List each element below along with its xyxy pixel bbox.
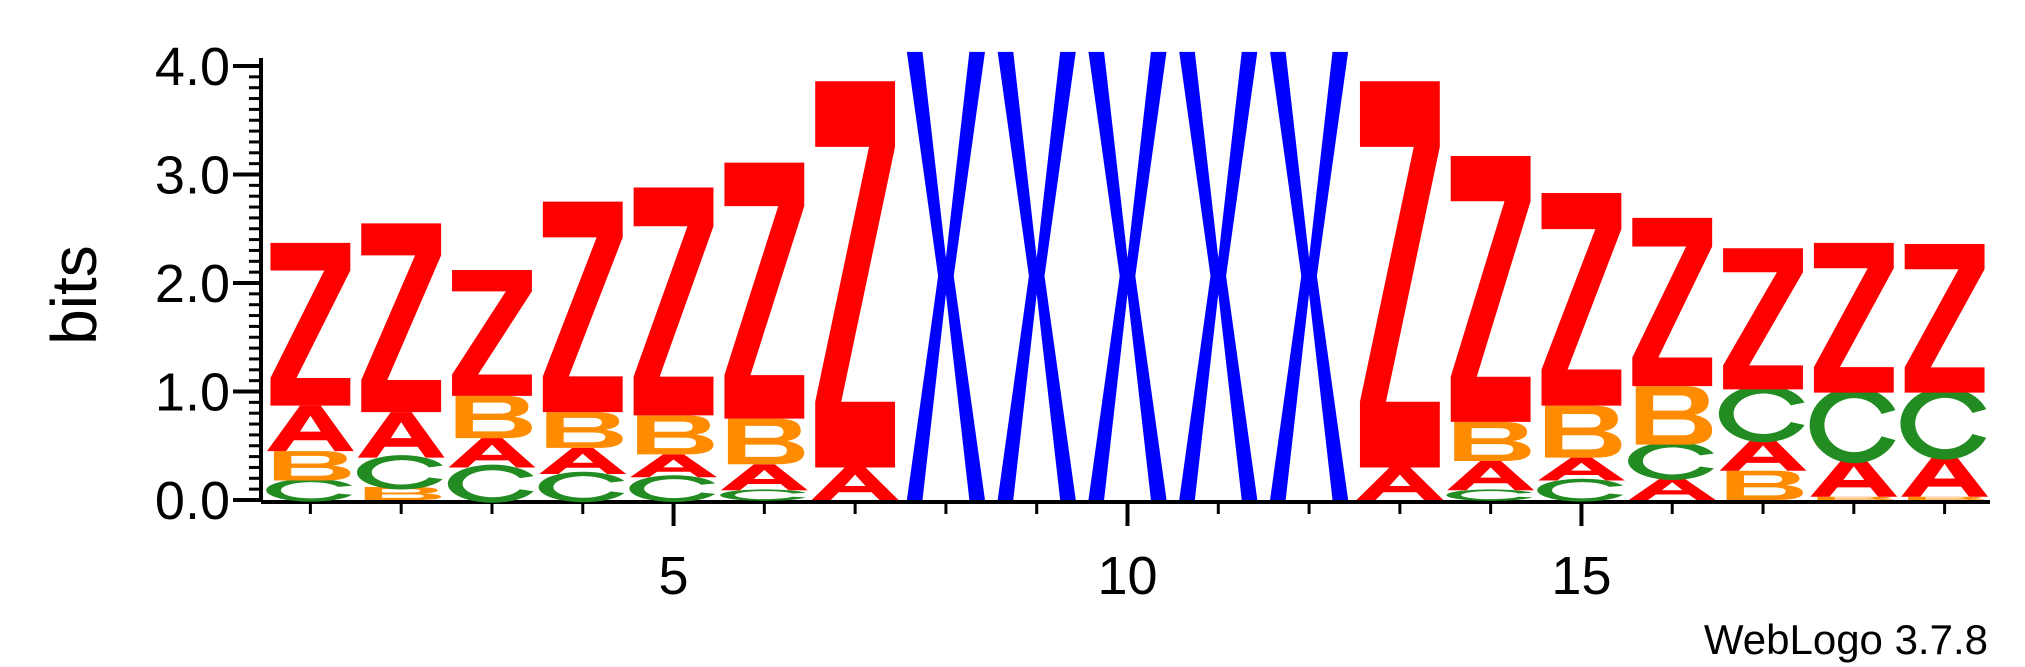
logo-letter-C-pos-14 — [1446, 489, 1533, 501]
logo-letter-B-pos-2 — [364, 486, 442, 500]
x-tick-label: 5 — [659, 546, 689, 606]
logo-letter-X-pos-9 — [997, 51, 1076, 501]
logo-letter-A-pos-14 — [1447, 460, 1535, 491]
logo-letter-Z-pos-3 — [452, 269, 532, 396]
logo-letter-B-pos-1 — [273, 451, 351, 481]
logo-letter-B-pos-14 — [1454, 421, 1531, 461]
logo-letter-Z-pos-1 — [270, 242, 351, 406]
logo-letter-C-pos-18 — [1809, 387, 1896, 464]
y-tick-label: 3.0 — [155, 146, 230, 206]
logo-letter-C-pos-2 — [357, 455, 443, 490]
logo-letter-C-pos-17 — [1718, 385, 1805, 443]
letter-stacks — [266, 51, 1988, 503]
logo-letter-A-pos-13 — [1356, 467, 1444, 500]
logo-letter-C-pos-5 — [629, 475, 716, 502]
logo-letter-X-pos-12 — [1270, 51, 1349, 501]
logo-letter-A-pos-15 — [1538, 457, 1625, 481]
logo-letter-C-pos-1 — [266, 478, 353, 502]
logo-letter-B-pos-17 — [1726, 470, 1803, 500]
logo-letter-A-pos-19 — [1901, 454, 1988, 497]
logo-letter-B-pos-16 — [1635, 386, 1713, 445]
logo-letter-Z-pos-16 — [1632, 217, 1713, 387]
logo-letter-C-pos-3 — [447, 464, 534, 503]
logo-letter-Z-pos-18 — [1813, 242, 1894, 393]
x-tick-label: 15 — [1551, 546, 1611, 606]
logo-letter-C-pos-15 — [1537, 478, 1624, 502]
logo-letter-X-pos-10 — [1088, 51, 1167, 501]
logo-letter-X-pos-8 — [906, 51, 985, 501]
y-tick-label: 1.0 — [155, 363, 230, 423]
axes: bits 0.0 1.0 2.0 3.0 4.0 5 10 15 — [38, 37, 1990, 606]
logo-letter-B-pos-4 — [546, 412, 623, 448]
y-tick-label: 2.0 — [155, 254, 230, 314]
logo-letter-A-pos-2 — [357, 412, 445, 458]
logo-letter-Z-pos-5 — [633, 187, 714, 416]
y-tick-label: 0.0 — [155, 471, 230, 531]
logo-letter-A-pos-7 — [811, 467, 899, 500]
logo-letter-Z-pos-15 — [1541, 192, 1622, 406]
logo-letter-A-pos-17 — [1719, 438, 1807, 471]
logo-letter-B-pos-3 — [455, 395, 532, 439]
x-tick-label: 10 — [1097, 546, 1157, 606]
logo-letter-C-pos-6 — [720, 489, 806, 501]
y-axis-label: bits — [38, 245, 110, 345]
logo-letter-C-pos-19 — [1900, 387, 1987, 460]
logo-letter-B-pos-18 — [1817, 496, 1894, 500]
logo-letter-Z-pos-17 — [1723, 248, 1803, 390]
logo-letter-Z-pos-2 — [361, 223, 442, 413]
logo-letter-Z-pos-7 — [815, 81, 896, 468]
logo-letter-A-pos-5 — [630, 454, 717, 478]
logo-letter-Z-pos-13 — [1359, 81, 1440, 468]
logo-letter-C-pos-4 — [538, 471, 625, 503]
logo-letter-C-pos-16 — [1628, 441, 1714, 480]
weblogo-credit: WebLogo 3.7.8 — [1704, 616, 1988, 663]
logo-letter-B-pos-19 — [1908, 496, 1985, 500]
y-tick-label: 4.0 — [155, 37, 230, 97]
logo-letter-B-pos-15 — [1544, 405, 1622, 458]
logo-letter-Z-pos-4 — [542, 201, 623, 413]
logo-letter-A-pos-4 — [539, 447, 627, 474]
logo-letter-A-pos-1 — [267, 405, 354, 452]
logo-letter-X-pos-11 — [1179, 51, 1258, 501]
logo-letter-B-pos-5 — [637, 415, 714, 455]
logo-letter-A-pos-3 — [448, 438, 536, 468]
logo-letter-A-pos-16 — [1628, 477, 1716, 500]
logo-letter-Z-pos-6 — [724, 162, 805, 419]
logo-letter-A-pos-6 — [720, 464, 808, 491]
logo-letter-Z-pos-14 — [1450, 156, 1531, 422]
logo-letter-A-pos-18 — [1810, 457, 1898, 497]
logo-letter-B-pos-6 — [727, 418, 805, 465]
logo-letter-Z-pos-19 — [1904, 243, 1985, 393]
